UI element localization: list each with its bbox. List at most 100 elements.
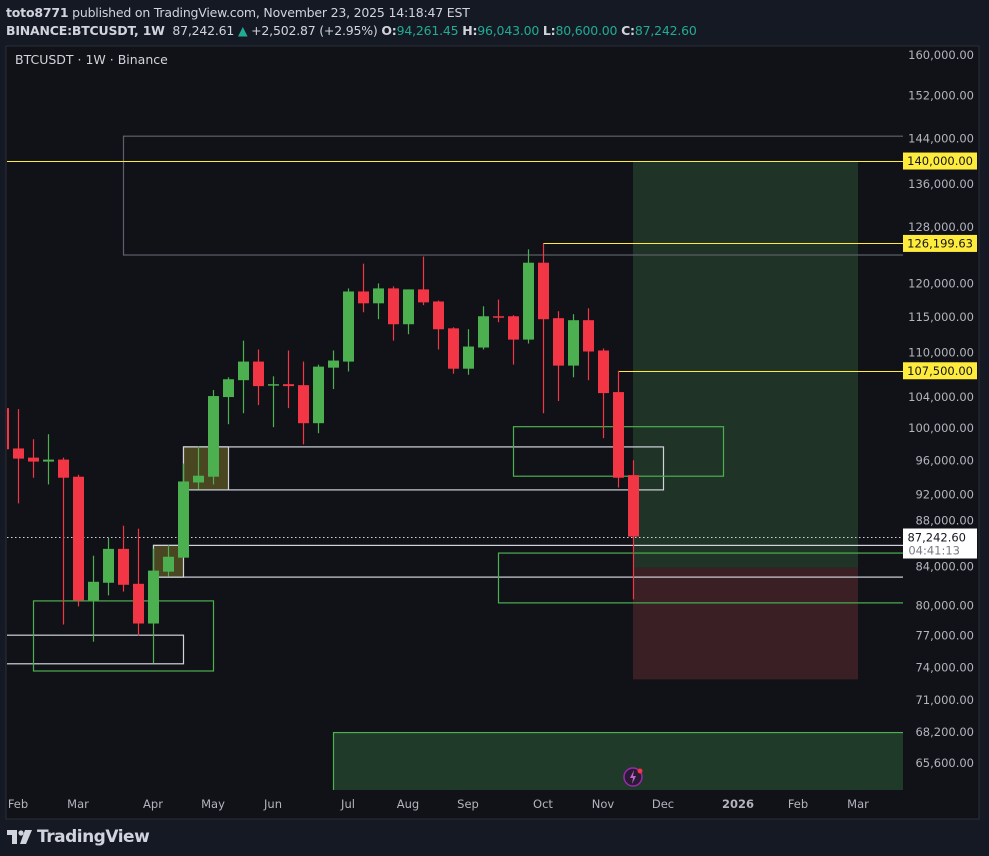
price-tick-label: 68,200.00 xyxy=(915,725,974,739)
candle-body xyxy=(58,459,69,478)
candle-body xyxy=(223,379,234,398)
candle[interactable] xyxy=(208,390,219,485)
axis-labels-overlay: 140,000.00 126,199.63 107,500.00 87,242.600… xyxy=(903,152,977,559)
price-tick-label: 104,000.00 xyxy=(908,390,974,404)
candle-body xyxy=(88,581,99,601)
candle[interactable] xyxy=(223,377,234,425)
candle[interactable] xyxy=(163,545,174,577)
candle[interactable] xyxy=(328,350,339,390)
candle[interactable] xyxy=(538,243,549,414)
candle[interactable] xyxy=(283,350,294,409)
close-value: 87,242.60 xyxy=(634,23,697,38)
price-axis[interactable]: 160,000.00 152,000.00 144,000.00 136,000.00… xyxy=(908,48,974,770)
candle[interactable] xyxy=(73,474,84,607)
candle[interactable] xyxy=(568,314,579,378)
candle[interactable] xyxy=(403,289,414,335)
open-value: 94,261.45 xyxy=(396,23,459,38)
candle[interactable] xyxy=(103,537,114,596)
price-tick-label: 152,000.00 xyxy=(908,89,974,103)
candle[interactable] xyxy=(88,555,99,642)
candle-body xyxy=(148,570,159,624)
candle-body xyxy=(583,320,594,352)
price-line-label: 126,199.63 xyxy=(907,236,973,250)
candle[interactable] xyxy=(0,407,9,451)
candle[interactable] xyxy=(178,463,189,558)
candle[interactable] xyxy=(13,409,24,504)
price-tick-label: 100,000.00 xyxy=(908,421,974,435)
price-line-label-box xyxy=(903,152,977,170)
candle[interactable] xyxy=(553,311,564,402)
triangle-up-icon: ▲ xyxy=(237,23,248,38)
candle[interactable] xyxy=(253,349,264,406)
time-tick-label: May xyxy=(201,797,225,811)
tradingview-logo[interactable]: TradingView xyxy=(7,827,150,847)
open-label: O: xyxy=(381,23,397,38)
candle[interactable] xyxy=(268,376,279,428)
candle-body xyxy=(133,583,144,624)
time-tick-label: Dec xyxy=(652,797,674,811)
candle[interactable] xyxy=(43,434,54,485)
close-label: C: xyxy=(621,23,635,38)
candle[interactable] xyxy=(493,299,504,323)
candle[interactable] xyxy=(388,286,399,341)
candle-body xyxy=(448,328,459,369)
candle[interactable] xyxy=(298,361,309,445)
candle[interactable] xyxy=(583,308,594,381)
price-tick-label: 110,000.00 xyxy=(908,346,974,360)
time-tick-label: Jun xyxy=(263,797,282,811)
gray-zone-rectangle[interactable] xyxy=(122,135,906,256)
candle[interactable] xyxy=(193,446,204,490)
candle-body xyxy=(208,396,219,477)
price-tick-label: 144,000.00 xyxy=(908,132,974,146)
candle[interactable] xyxy=(238,340,249,414)
candle[interactable] xyxy=(358,263,369,313)
price-tick-label: 88,000.00 xyxy=(915,514,974,528)
candle-body xyxy=(253,361,264,387)
price-line-label: 140,000.00 xyxy=(907,154,973,168)
lightning-bolt xyxy=(630,770,636,784)
candle[interactable] xyxy=(58,457,69,625)
candle-body xyxy=(523,262,534,340)
candle[interactable] xyxy=(118,525,129,592)
candle[interactable] xyxy=(433,300,444,350)
candle[interactable] xyxy=(508,315,519,365)
time-axis[interactable]: Feb Mar Apr May Jun Jul Aug Sep Oct Nov Dec 2026 Feb… xyxy=(8,797,869,811)
olive-block-upper-rectangle[interactable] xyxy=(182,446,230,491)
green-zone-bottom-rectangle[interactable] xyxy=(332,731,906,835)
candle-body xyxy=(193,475,204,483)
candle[interactable] xyxy=(313,364,324,434)
candle[interactable] xyxy=(463,329,474,375)
candle[interactable] xyxy=(133,528,144,636)
author-name[interactable]: toto8771 xyxy=(6,5,69,20)
candle[interactable] xyxy=(598,348,609,439)
candle-body xyxy=(388,288,399,325)
candle[interactable] xyxy=(28,439,39,478)
price-line-label: 107,500.00 xyxy=(907,364,973,378)
candle[interactable] xyxy=(148,548,159,664)
green-zone-right-rectangle[interactable] xyxy=(497,552,906,604)
published-text: published on TradingView.com, November 2… xyxy=(72,5,470,20)
price-tick-label: 77,000.00 xyxy=(915,629,974,643)
candle-body xyxy=(118,548,129,585)
price-tick-label: 115,000.00 xyxy=(908,310,974,324)
candle[interactable] xyxy=(613,370,624,488)
long-position-loss-zone[interactable] xyxy=(633,567,858,680)
candle[interactable] xyxy=(478,306,489,350)
candle-body xyxy=(163,556,174,572)
candle[interactable] xyxy=(343,288,354,372)
plot-area[interactable] xyxy=(0,135,906,835)
candle[interactable] xyxy=(523,249,534,344)
time-tick-label: Jul xyxy=(340,797,355,811)
candle[interactable] xyxy=(628,460,639,600)
green-zone-left-rectangle[interactable] xyxy=(32,600,215,672)
low-value: 80,600.00 xyxy=(555,23,618,38)
candle[interactable] xyxy=(373,283,384,320)
white-zone-left-rectangle[interactable] xyxy=(0,634,185,665)
long-position-profit-zone[interactable] xyxy=(633,161,858,568)
candle[interactable] xyxy=(418,256,429,306)
lightning-icon[interactable] xyxy=(623,767,643,787)
price-tick-label: 80,000.00 xyxy=(915,598,974,612)
candle-body xyxy=(103,548,114,583)
candle[interactable] xyxy=(448,327,459,374)
